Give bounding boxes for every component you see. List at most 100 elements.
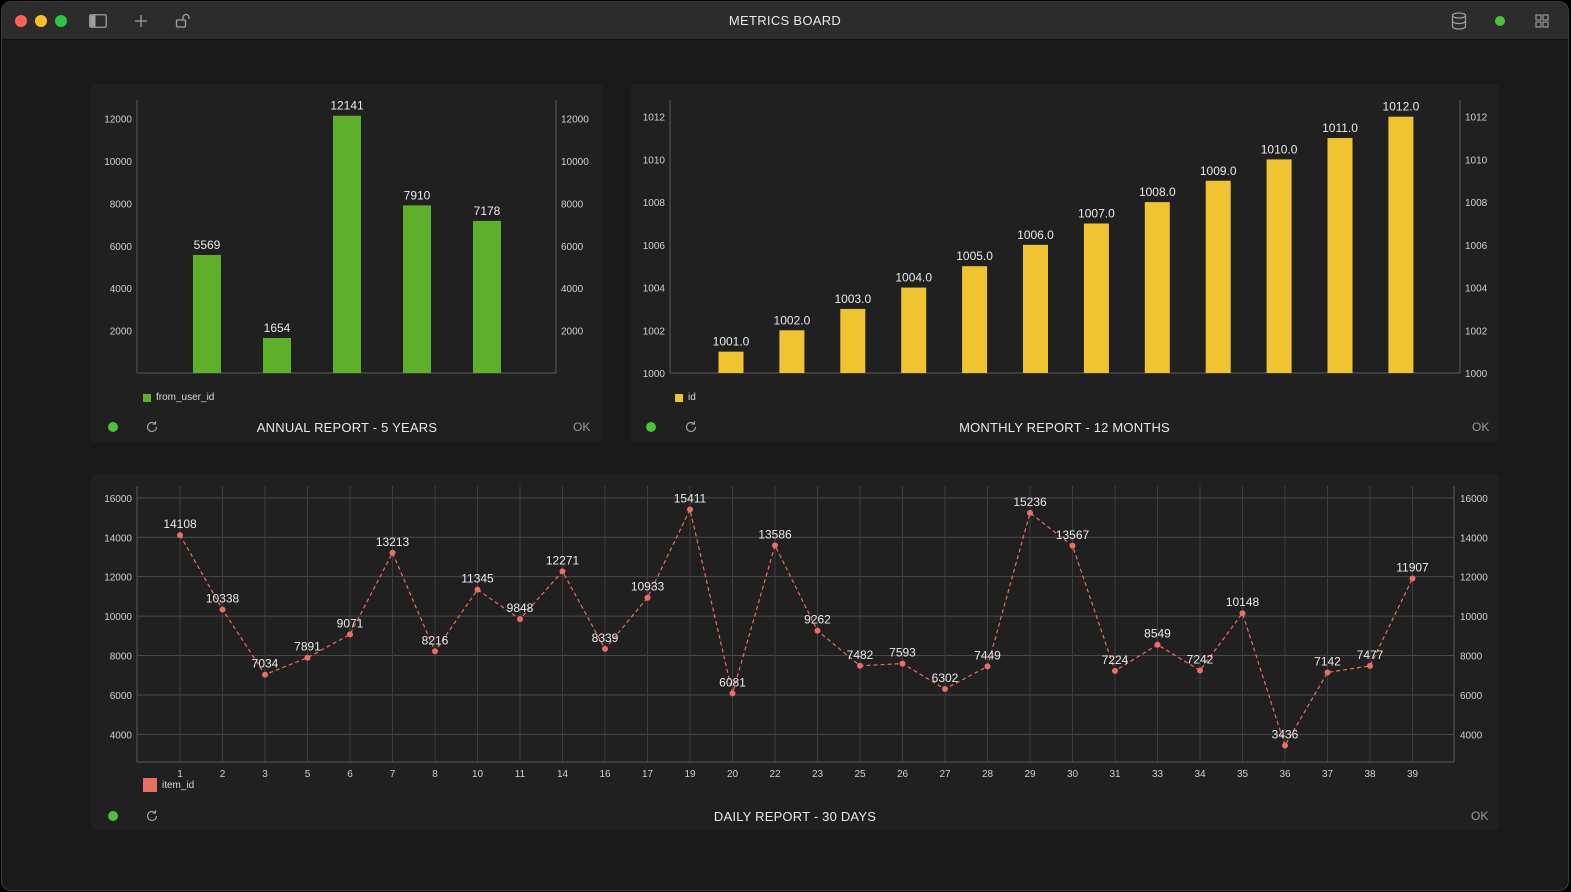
x-tick-label: 25 <box>854 769 866 779</box>
x-tick-label: 33 <box>1152 769 1164 779</box>
x-tick-label: 28 <box>982 769 994 779</box>
bar-data-label: 1654 <box>264 321 291 335</box>
minimize-window-button[interactable] <box>35 15 47 27</box>
y-tick-label-left: 1004 <box>643 284 666 295</box>
unlock-icon[interactable] <box>174 12 192 30</box>
database-icon[interactable] <box>1450 12 1468 30</box>
point-data-label: 10148 <box>1226 595 1260 609</box>
data-point <box>1367 662 1373 669</box>
window-title: METRICS BOARD <box>728 13 842 28</box>
bar-data-label: 1009.0 <box>1200 164 1237 178</box>
bar <box>193 254 221 373</box>
status-ok: OK <box>1471 809 1489 823</box>
bar <box>1327 138 1353 373</box>
bar-data-label: 12141 <box>330 99 364 113</box>
x-tick-label: 10 <box>472 769 484 779</box>
y-tick-label-right: 4000 <box>1460 730 1483 741</box>
y-tick-label-right: 12000 <box>561 115 589 126</box>
data-point <box>219 606 226 613</box>
bar <box>1266 159 1292 373</box>
point-data-label: 6081 <box>719 675 746 689</box>
daily-report-panel: 4000 6000 8000 10000 12000 14000 16000 4000 6000… <box>91 474 1499 830</box>
bar <box>1083 223 1109 373</box>
bar-data-label: 7178 <box>474 204 501 218</box>
x-tick-label: 11 <box>515 769 526 779</box>
data-point <box>1282 742 1288 749</box>
data-point <box>474 586 481 593</box>
y-tick-label-left: 2000 <box>110 327 133 338</box>
y-tick-label-left: 16000 <box>104 494 132 505</box>
point-data-label: 15236 <box>1013 495 1047 509</box>
close-window-button[interactable] <box>15 15 27 27</box>
y-tick-label-right: 14000 <box>1460 533 1488 544</box>
bar-data-label: 1008.0 <box>1139 185 1176 199</box>
bar-data-label: 1004.0 <box>895 271 932 285</box>
x-tick-label: 35 <box>1237 769 1249 779</box>
y-tick-label-left: 12000 <box>104 573 132 584</box>
annual-report-panel: 2000 4000 6000 8000 10000 12000 2000 4000 6000 80… <box>91 84 603 442</box>
bar <box>333 115 361 373</box>
point-data-label: 13567 <box>1056 528 1090 542</box>
point-data-label: 7477 <box>1357 648 1384 662</box>
y-tick-label-left: 4000 <box>110 730 133 741</box>
x-tick-label: 38 <box>1364 769 1376 779</box>
refresh-icon[interactable] <box>145 809 159 823</box>
y-tick-label-left: 12000 <box>104 115 132 126</box>
bar <box>718 351 744 373</box>
y-tick-label-right: 8000 <box>1460 652 1483 663</box>
y-tick-label-left: 6000 <box>110 242 133 253</box>
x-tick-label: 37 <box>1322 769 1334 779</box>
y-tick-label-left: 8000 <box>110 652 133 663</box>
point-data-label: 7449 <box>974 648 1001 662</box>
y-tick-label-left: 4000 <box>110 284 133 295</box>
legend-swatch <box>143 778 157 792</box>
x-tick-label: 5 <box>305 769 311 779</box>
monthly-report-panel: 1000 1002 1004 1006 1008 1010 1012 1000 1002 1004… <box>630 84 1499 442</box>
data-point <box>177 532 183 539</box>
bar <box>1388 116 1414 374</box>
legend-id: id <box>675 392 696 403</box>
titlebar: METRICS BOARD <box>2 2 1568 40</box>
x-tick-label: 31 <box>1109 769 1121 779</box>
legend-label: from_user_id <box>156 392 215 403</box>
point-data-label: 9848 <box>507 601 534 615</box>
data-point <box>984 663 991 670</box>
y-tick-label-right: 1006 <box>1465 241 1488 252</box>
x-tick-label: 23 <box>812 769 824 779</box>
data-point <box>389 549 396 556</box>
status-dot-icon <box>646 422 656 432</box>
grid-icon[interactable] <box>1533 12 1551 30</box>
x-tick-label: 30 <box>1067 769 1079 779</box>
data-point <box>304 654 311 661</box>
point-data-label: 7593 <box>889 646 916 660</box>
point-data-label: 14108 <box>163 517 197 531</box>
data-point <box>899 660 906 667</box>
refresh-icon[interactable] <box>684 420 698 434</box>
y-tick-label-left: 6000 <box>110 691 133 702</box>
data-point <box>687 506 693 513</box>
y-tick-label-right: 6000 <box>561 242 584 253</box>
monthly-bar-chart: 1000 1002 1004 1006 1008 1010 1012 1000 1002 1004… <box>643 100 1488 380</box>
y-tick-label-right: 1000 <box>1465 369 1488 380</box>
y-tick-label-left: 1012 <box>643 113 666 124</box>
x-tick-label: 19 <box>684 769 696 779</box>
x-tick-label: 14 <box>557 769 569 779</box>
refresh-icon[interactable] <box>145 420 159 434</box>
panel-title: MONTHLY REPORT - 12 MONTHS <box>959 420 1170 435</box>
sidebar-toggle-icon[interactable] <box>89 12 107 30</box>
y-tick-label-left: 8000 <box>110 199 133 210</box>
status-dot-icon <box>108 422 118 432</box>
maximize-window-button[interactable] <box>55 15 67 27</box>
bar-data-label: 1012.0 <box>1383 100 1420 114</box>
y-tick-label-right: 10000 <box>1460 612 1488 623</box>
point-data-label: 7034 <box>252 657 279 671</box>
bar <box>1144 202 1170 373</box>
x-tick-label: 8 <box>432 769 438 779</box>
legend-item-id: item_id <box>143 778 194 792</box>
plus-icon[interactable] <box>132 12 150 30</box>
data-point <box>517 616 523 623</box>
data-point <box>729 690 736 697</box>
x-tick-label: 34 <box>1194 769 1206 779</box>
y-tick-label-left: 1006 <box>643 241 666 252</box>
